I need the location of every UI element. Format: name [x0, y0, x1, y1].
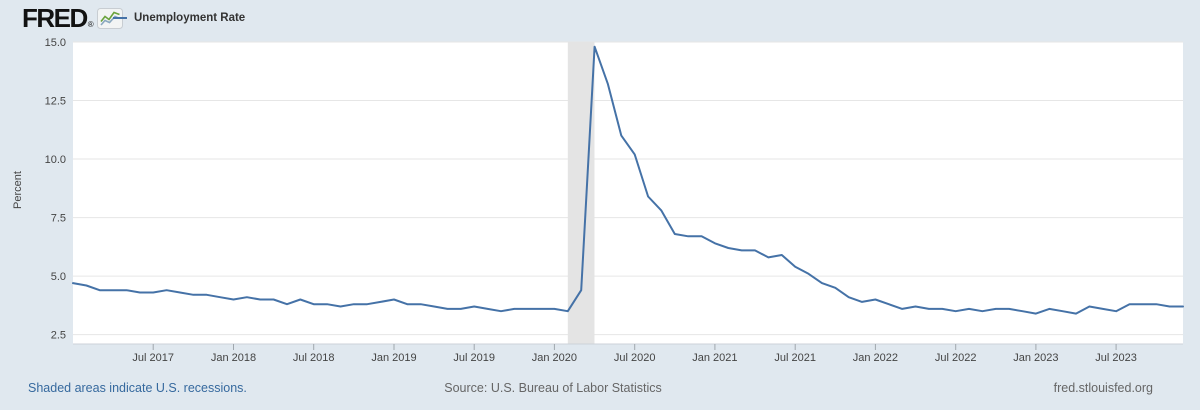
y-axis-label: 2.5 [51, 330, 66, 342]
x-axis-label: Jan 2020 [532, 352, 577, 364]
y-axis-label: 12.5 [45, 96, 66, 108]
legend-line-swatch [113, 17, 127, 19]
data-line-unemployment-rate[interactable] [72, 45, 1184, 315]
x-axis-label: Jul 2018 [293, 352, 335, 364]
x-axis-label: Jan 2022 [853, 352, 898, 364]
legend-label: Unemployment Rate [134, 12, 246, 24]
x-axis-label: Jan 2021 [692, 352, 737, 364]
fred-site-link[interactable]: fred.stlouisfed.org [1053, 381, 1153, 395]
registered-trademark: ® [87, 19, 94, 29]
x-axis-label: Jul 2020 [614, 352, 656, 364]
y-axis-title: Percent [12, 171, 24, 209]
y-axis-label: 7.5 [51, 213, 66, 225]
x-axis-label: Jan 2023 [1013, 352, 1058, 364]
chart-header: FRED ® Unemployment Rate [0, 0, 1200, 38]
y-axis-label: 15.0 [45, 37, 66, 49]
legend: Unemployment Rate [113, 12, 245, 24]
x-axis-label: Jan 2019 [371, 352, 416, 364]
x-axis-label: Jul 2021 [774, 352, 816, 364]
chart-footer: Shaded areas indicate U.S. recessions. S… [0, 370, 1200, 410]
fred-logo[interactable]: FRED ® [22, 5, 123, 31]
y-axis-label: 5.0 [51, 271, 66, 283]
x-axis-label: Jul 2019 [453, 352, 495, 364]
recession-band [567, 42, 595, 344]
fred-logo-text: FRED [22, 3, 88, 33]
recessions-note-link[interactable]: Shaded areas indicate U.S. recessions. [28, 381, 247, 395]
x-axis-label: Jul 2023 [1095, 352, 1137, 364]
x-axis-label: Jul 2017 [132, 352, 174, 364]
source-text: Source: U.S. Bureau of Labor Statistics [444, 381, 662, 395]
x-axis-label: Jan 2018 [211, 352, 256, 364]
x-axis-label: Jul 2022 [935, 352, 977, 364]
plot-area[interactable] [73, 42, 1183, 344]
y-axis-label: 10.0 [45, 154, 66, 166]
